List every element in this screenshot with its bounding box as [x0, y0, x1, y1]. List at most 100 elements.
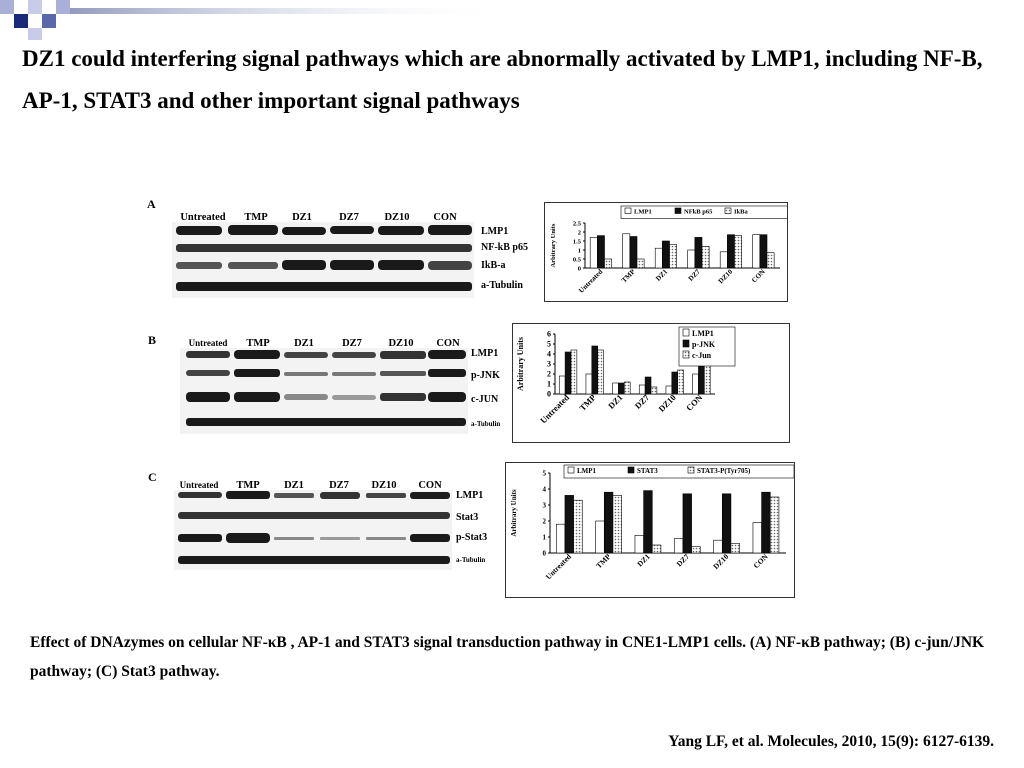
- lane-label: CON: [436, 338, 460, 349]
- y-tick-label: 1: [547, 380, 551, 389]
- x-tick-label: DZ7: [687, 267, 702, 282]
- legend-swatch: [567, 466, 575, 474]
- y-axis-label: Arbitrary Units: [510, 489, 518, 537]
- bar: [692, 373, 699, 395]
- y-tick-label: 1.5: [573, 239, 582, 246]
- x-tick-label: DZ7: [675, 552, 692, 569]
- bar: [629, 236, 638, 269]
- x-tick-label: CON: [684, 392, 705, 413]
- x-tick-label: CON: [752, 552, 771, 571]
- y-tick-label: 3: [543, 502, 547, 510]
- lane-label: DZ1: [284, 480, 304, 491]
- bar: [603, 491, 614, 554]
- y-axis-label: Arbitrary Units: [550, 223, 557, 267]
- bar: [564, 495, 574, 554]
- band-label: a-Tubulin: [456, 556, 486, 564]
- bar: [682, 493, 692, 554]
- y-tick-label: 6: [547, 330, 551, 339]
- x-tick-label: Untreated: [544, 551, 574, 581]
- x-tick-label: DZ10: [711, 552, 730, 571]
- bar: [624, 381, 631, 395]
- bar: [618, 382, 625, 395]
- bar: [727, 234, 735, 269]
- lane-label: DZ1: [292, 212, 312, 223]
- slide-title: DZ1 could interfering signal pathways wh…: [22, 46, 983, 113]
- lane-label: DZ7: [329, 480, 349, 491]
- y-tick-label: 0.5: [573, 257, 582, 264]
- legend-label: LMP1: [634, 209, 652, 216]
- bar: [558, 375, 566, 395]
- legend-label: IkBa: [734, 209, 748, 216]
- bar: [634, 535, 644, 554]
- lane-label: DZ10: [371, 480, 397, 491]
- corner-decoration: [0, 0, 510, 40]
- bar: [752, 234, 761, 269]
- legend-swatch: [687, 466, 695, 474]
- panel-label-a: A: [147, 197, 156, 211]
- band-label: p-Stat3: [456, 532, 488, 543]
- x-tick-label: DZ7: [633, 392, 652, 411]
- y-axis-label: Arbitrary Units: [516, 337, 525, 391]
- lane-labels-c: Untreated TMP DZ1 DZ7 DZ10 CON: [172, 480, 452, 491]
- bar: [713, 539, 723, 554]
- x-tick-label: TMP: [577, 392, 597, 412]
- bar: [622, 233, 631, 269]
- lane-label: DZ7: [342, 338, 362, 349]
- y-tick-label: 3: [547, 360, 551, 369]
- lane-label: CON: [433, 212, 457, 223]
- x-tick-label: TMP: [620, 267, 637, 284]
- y-tick-label: 2: [543, 518, 547, 526]
- lane-label: DZ1: [294, 338, 314, 349]
- bar: [597, 235, 605, 269]
- bar: [694, 237, 703, 269]
- lane-label: DZ7: [339, 212, 359, 223]
- legend-label: LMP1: [692, 329, 714, 338]
- chart-legend: LMP1 p-JNK c-Jun: [678, 326, 736, 367]
- lane-labels-b: Untreated TMP DZ1 DZ7 DZ10 CON: [180, 338, 470, 349]
- bar: [643, 490, 653, 554]
- lane-label: TMP: [246, 338, 270, 349]
- chart-c: Arbitrary Units 5 4 3 2 1 0 Untreated TMP DZ1 DZ7 D…: [505, 462, 795, 598]
- chart-a: Arbitrary Units 2.5 2 1.5 1 0.5 0 Untreated TMP D…: [544, 202, 788, 302]
- lane-label: Untreated: [179, 480, 219, 490]
- x-tick-label: DZ1: [606, 392, 624, 410]
- figure-caption: Effect of DNAzymes on cellular NF-κB , A…: [30, 634, 985, 680]
- bar: [769, 496, 780, 554]
- bar: [612, 495, 622, 554]
- chart-legend: LMP1 NFkB p65 IkBa: [620, 205, 787, 219]
- band-label: LMP1: [471, 348, 499, 359]
- bar: [691, 546, 701, 554]
- bar: [597, 349, 604, 395]
- bar: [595, 520, 605, 554]
- western-blot-a: [172, 222, 474, 298]
- band-label: LMP1: [456, 490, 484, 501]
- x-tick-label: Untreated: [577, 268, 604, 295]
- legend-swatch: [674, 207, 682, 214]
- y-tick-label: 2.5: [573, 221, 582, 228]
- legend-label: LMP1: [577, 467, 597, 475]
- y-tick-label: 1: [543, 534, 547, 542]
- legend-swatch: [682, 339, 690, 348]
- bar: [673, 538, 684, 554]
- lane-label: TMP: [244, 212, 268, 223]
- band-label: a-Tubulin: [471, 420, 501, 428]
- bar: [644, 376, 652, 395]
- bar: [555, 523, 566, 554]
- chart-legend: LMP1 STAT3 STAT3-P(Tyr705): [563, 464, 794, 479]
- bar: [662, 240, 670, 269]
- legend-label: STAT3-P(Tyr705): [697, 467, 751, 475]
- legend-swatch: [627, 466, 635, 474]
- band-label: p-JNK: [471, 370, 500, 381]
- legend-label: p-JNK: [692, 340, 716, 349]
- bar: [677, 369, 684, 395]
- band-label: c-JUN: [471, 394, 499, 405]
- bar: [585, 373, 593, 395]
- western-blot-c: [174, 490, 452, 570]
- y-tick-label: 0: [543, 550, 547, 558]
- bar: [730, 543, 740, 554]
- y-tick-label: 5: [547, 340, 551, 349]
- bar: [604, 258, 612, 269]
- x-tick-label: DZ1: [654, 267, 669, 282]
- x-tick-label: DZ10: [717, 267, 735, 285]
- bar: [761, 491, 771, 554]
